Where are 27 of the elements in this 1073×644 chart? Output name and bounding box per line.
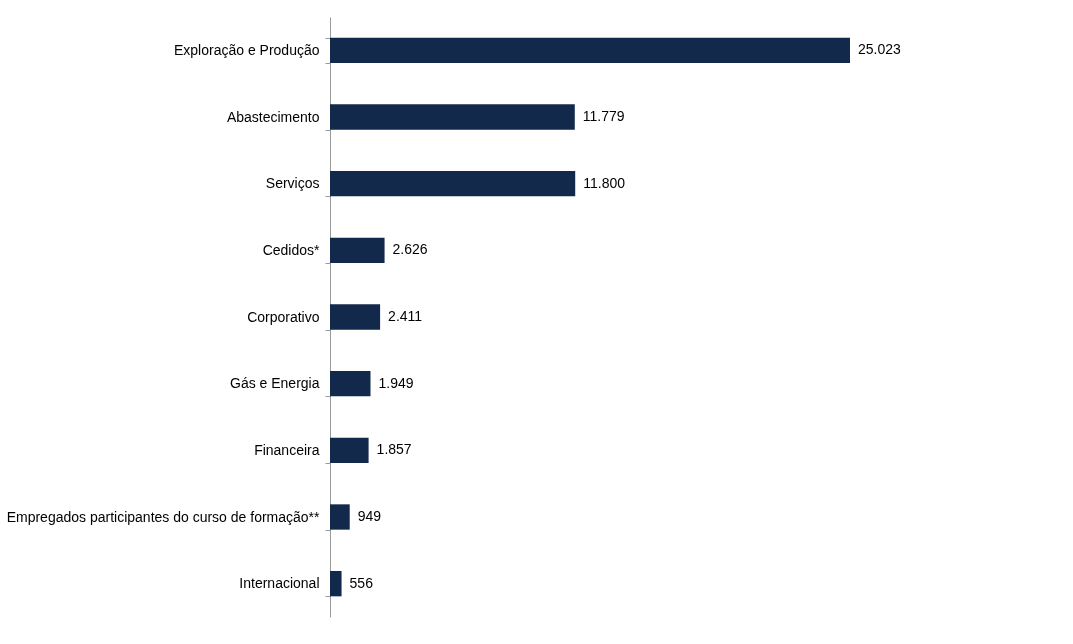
- data-label: 11.779: [582, 108, 625, 124]
- y-tick-label: Financeira: [254, 441, 320, 458]
- bar: [330, 437, 369, 463]
- data-label: 556: [349, 574, 374, 591]
- y-tick-label: Exploração e Produção: [173, 41, 320, 58]
- bar: [330, 237, 385, 263]
- y-tick-label: Cedidos*: [262, 241, 321, 258]
- y-tick-label: Empregados participantes do curso de formação**: [6, 508, 321, 525]
- data-label: 11.800: [583, 174, 626, 191]
- bar: [330, 304, 381, 330]
- data-label: 949: [357, 508, 382, 524]
- y-tick-label: Internacional: [239, 575, 320, 592]
- y-tick-label: Abastecimento: [226, 108, 320, 125]
- y-tick-label: Gás e Energia: [230, 375, 320, 392]
- bar: [330, 371, 371, 397]
- bar: [330, 37, 850, 63]
- data-label: 2.626: [392, 241, 428, 258]
- bar: [330, 504, 350, 530]
- bar: [330, 171, 576, 197]
- y-tick-label: Corporativo: [247, 308, 320, 325]
- data-label: 25.023: [858, 41, 902, 58]
- y-tick-label: Serviços: [265, 175, 320, 192]
- data-label: 2.411: [388, 308, 423, 324]
- data-label: 1.949: [378, 374, 414, 391]
- data-label: 1.857: [376, 441, 412, 458]
- bar: [330, 104, 575, 130]
- bar: [330, 571, 342, 597]
